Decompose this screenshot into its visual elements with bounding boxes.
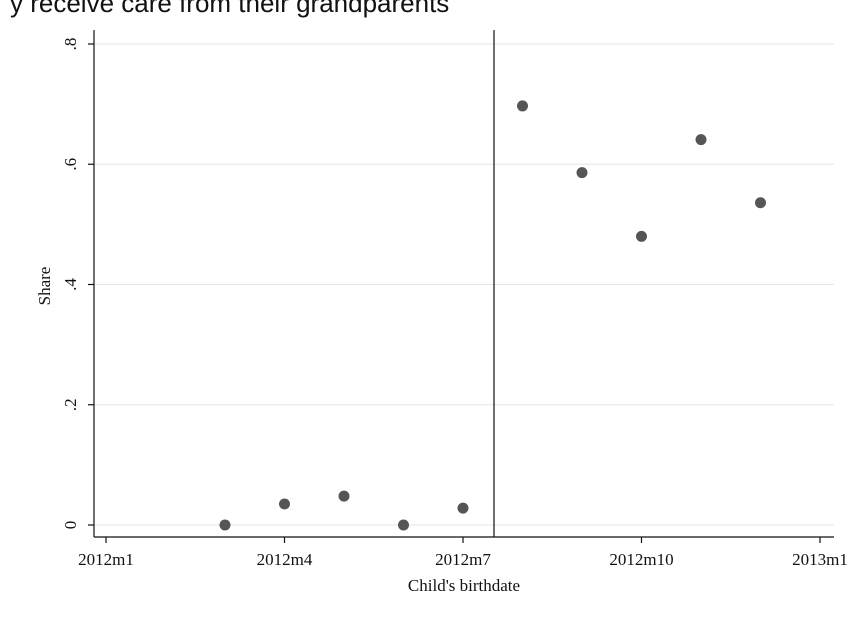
- x-tick-label: 2013m1: [792, 550, 848, 569]
- data-point: [517, 100, 528, 111]
- x-tick-label: 2012m4: [257, 550, 313, 569]
- y-tick-label: .6: [61, 158, 80, 171]
- x-ticks: 2012m1 2012m4 2012m7 2012m10 2013m1: [78, 537, 848, 569]
- y-tick-label: 0: [61, 521, 80, 530]
- data-point: [398, 520, 409, 531]
- data-point: [458, 503, 469, 514]
- y-tick-label: .8: [61, 38, 80, 51]
- data-point: [755, 197, 766, 208]
- y-tick-label: .4: [61, 278, 80, 291]
- data-point: [220, 520, 231, 531]
- data-point: [279, 498, 290, 509]
- x-axis-title: Child's birthdate: [408, 576, 520, 595]
- data-points: [220, 100, 767, 530]
- y-ticks: 0 .2 .4 .6 .8: [61, 38, 94, 530]
- x-tick-label: 2012m7: [435, 550, 491, 569]
- data-point: [577, 167, 588, 178]
- data-point: [636, 231, 647, 242]
- data-point: [339, 491, 350, 502]
- data-point: [696, 134, 707, 145]
- y-axis-title: Share: [35, 267, 54, 306]
- y-tick-label: .2: [61, 398, 80, 411]
- gridlines: [94, 44, 834, 525]
- axes: [94, 30, 834, 537]
- x-tick-label: 2012m1: [78, 550, 134, 569]
- x-tick-label: 2012m10: [609, 550, 673, 569]
